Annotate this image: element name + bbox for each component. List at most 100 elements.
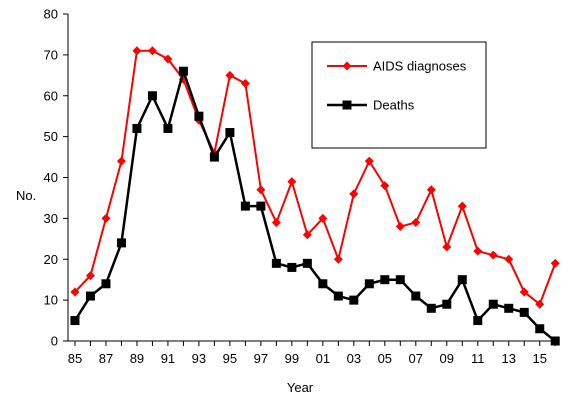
x-tick-label: 91: [161, 351, 175, 366]
data-point: [225, 128, 235, 138]
data-point: [318, 279, 328, 289]
data-point: [426, 185, 436, 195]
data-point: [426, 303, 436, 313]
data-point: [364, 156, 374, 166]
data-point: [380, 181, 390, 191]
data-point: [116, 156, 126, 166]
y-tick-label: 80: [44, 7, 58, 22]
data-point: [442, 299, 452, 309]
data-point: [535, 299, 545, 309]
y-tick-label: 0: [51, 334, 58, 349]
legend: AIDS diagnoses Deaths: [311, 41, 487, 149]
legend-marker: [342, 61, 352, 71]
y-tick-label: 50: [44, 129, 58, 144]
data-point: [70, 316, 80, 326]
legend-label: Deaths: [373, 98, 415, 113]
data-point: [504, 254, 514, 264]
y-tick-label: 40: [44, 170, 58, 185]
x-tick-label: 89: [130, 351, 144, 366]
data-point: [85, 271, 95, 281]
data-point: [333, 254, 343, 264]
data-point: [473, 316, 483, 326]
x-tick-label: 95: [223, 351, 237, 366]
series-line: [73, 66, 557, 342]
data-point: [333, 291, 343, 301]
x-tick-label: 07: [409, 351, 423, 366]
legend-marker: [342, 100, 352, 110]
data-point: [256, 201, 266, 211]
x-tick-label: 15: [532, 351, 546, 366]
data-point: [116, 238, 126, 248]
data-point: [535, 324, 545, 334]
data-point: [550, 336, 560, 346]
data-point: [442, 242, 452, 252]
x-tick-label: 97: [254, 351, 268, 366]
data-point: [411, 291, 421, 301]
data-point: [256, 185, 266, 195]
data-point: [488, 299, 498, 309]
data-point: [457, 275, 467, 285]
y-tick-label: 10: [44, 293, 58, 308]
data-point: [550, 258, 560, 268]
y-tick-label: 60: [44, 88, 58, 103]
data-point: [287, 177, 297, 187]
data-point: [132, 46, 142, 56]
x-tick-label: 99: [285, 351, 299, 366]
data-point: [349, 189, 359, 199]
y-axis-title: No.: [16, 188, 36, 203]
legend-label: AIDS diagnoses: [373, 59, 467, 74]
data-point: [488, 250, 498, 260]
data-point: [85, 291, 95, 301]
data-point: [163, 123, 173, 133]
x-tick-label: 09: [440, 351, 454, 366]
legend-entry: Deaths: [327, 98, 415, 113]
series-deaths: [70, 66, 560, 346]
x-axis: 85 87 89 91 93 95 97 99 01 03 05 07 09 11 13 15: [68, 340, 556, 366]
y-tick-label: 30: [44, 211, 58, 226]
data-point: [70, 287, 80, 297]
data-point: [302, 230, 312, 240]
data-point: [380, 275, 390, 285]
data-point: [178, 66, 188, 76]
data-point: [519, 287, 529, 297]
y-tick-label: 20: [44, 252, 58, 267]
data-point: [147, 46, 157, 56]
x-axis-title: Year: [287, 380, 314, 395]
data-point: [240, 78, 250, 88]
data-point: [163, 54, 173, 64]
x-tick-label: 13: [502, 351, 516, 366]
data-point: [519, 307, 529, 317]
data-point: [504, 303, 514, 313]
x-tick-label: 01: [316, 351, 330, 366]
x-tick-label: 85: [68, 351, 82, 366]
legend-box: [311, 41, 487, 149]
data-point: [349, 295, 359, 305]
data-point: [147, 91, 157, 101]
x-tick-label: 05: [378, 351, 392, 366]
y-tick-label: 70: [44, 47, 58, 62]
data-point: [271, 217, 281, 227]
data-point: [101, 279, 111, 289]
data-point: [194, 111, 204, 121]
data-point: [287, 262, 297, 272]
data-point: [209, 152, 219, 162]
data-point: [411, 217, 421, 227]
data-point: [457, 201, 467, 211]
data-point: [364, 279, 374, 289]
data-point: [132, 123, 142, 133]
data-point: [473, 246, 483, 256]
data-point: [302, 258, 312, 268]
legend-entry: AIDS diagnoses: [327, 59, 467, 74]
data-point: [101, 213, 111, 223]
data-point: [318, 213, 328, 223]
series-layer: [70, 46, 560, 346]
x-tick-label: 87: [99, 351, 113, 366]
data-point: [395, 275, 405, 285]
x-tick-label: 11: [471, 351, 485, 366]
data-point: [225, 70, 235, 80]
x-tick-label: 03: [347, 351, 361, 366]
data-point: [240, 201, 250, 211]
data-point: [271, 258, 281, 268]
y-axis: 0 10 20 30 40 50 60 70 80: [44, 7, 69, 349]
